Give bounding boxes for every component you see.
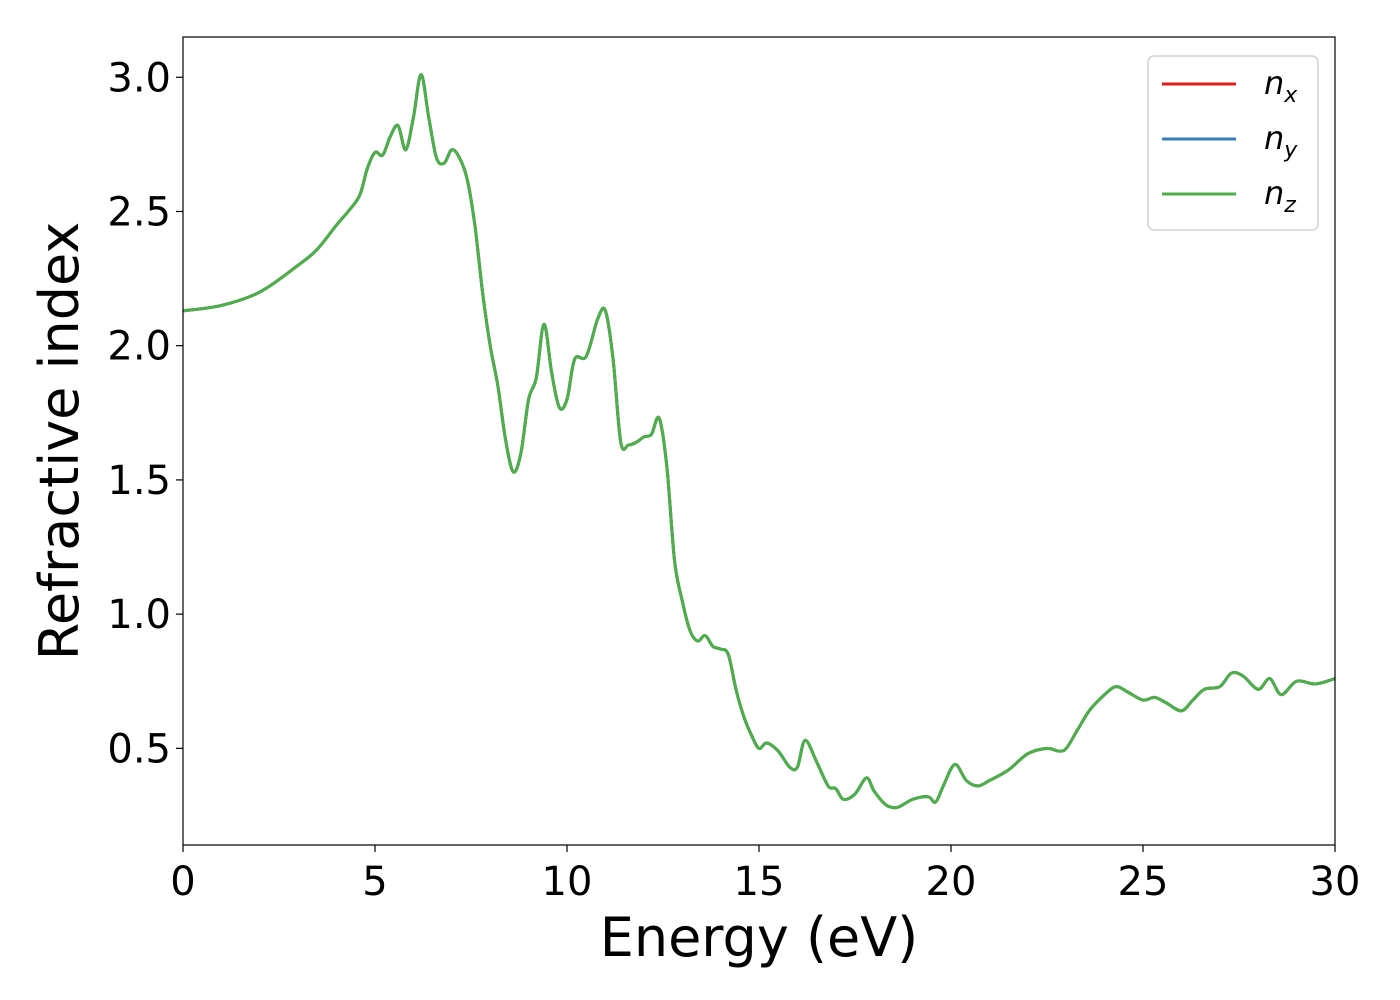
y-axis-ticks: 0.5 1.0 1.5 2.0 2.5 3.0 <box>107 55 183 772</box>
y-tick-label: 1.5 <box>107 458 171 504</box>
x-axis-title: Energy (eV) <box>600 906 919 969</box>
x-tick-label: 20 <box>926 859 977 905</box>
y-axis-title: Refractive index <box>28 222 91 661</box>
x-tick-label: 15 <box>734 859 785 905</box>
y-tick-label: 3.0 <box>107 55 171 101</box>
x-tick-label: 10 <box>542 859 593 905</box>
y-tick-label: 1.0 <box>107 592 171 638</box>
y-tick-label: 2.0 <box>107 324 171 370</box>
x-tick-label: 5 <box>362 859 387 905</box>
series-layer <box>182 73 1336 810</box>
x-axis-ticks: 0 5 10 15 20 25 30 <box>170 845 1360 905</box>
y-tick-label: 2.5 <box>107 189 171 235</box>
x-tick-label: 30 <box>1310 859 1361 905</box>
x-tick-label: 25 <box>1118 859 1169 905</box>
y-tick-label: 0.5 <box>107 726 171 772</box>
legend-box <box>1147 55 1319 231</box>
series-line-nz <box>182 73 1336 810</box>
x-tick-label: 0 <box>170 859 195 905</box>
